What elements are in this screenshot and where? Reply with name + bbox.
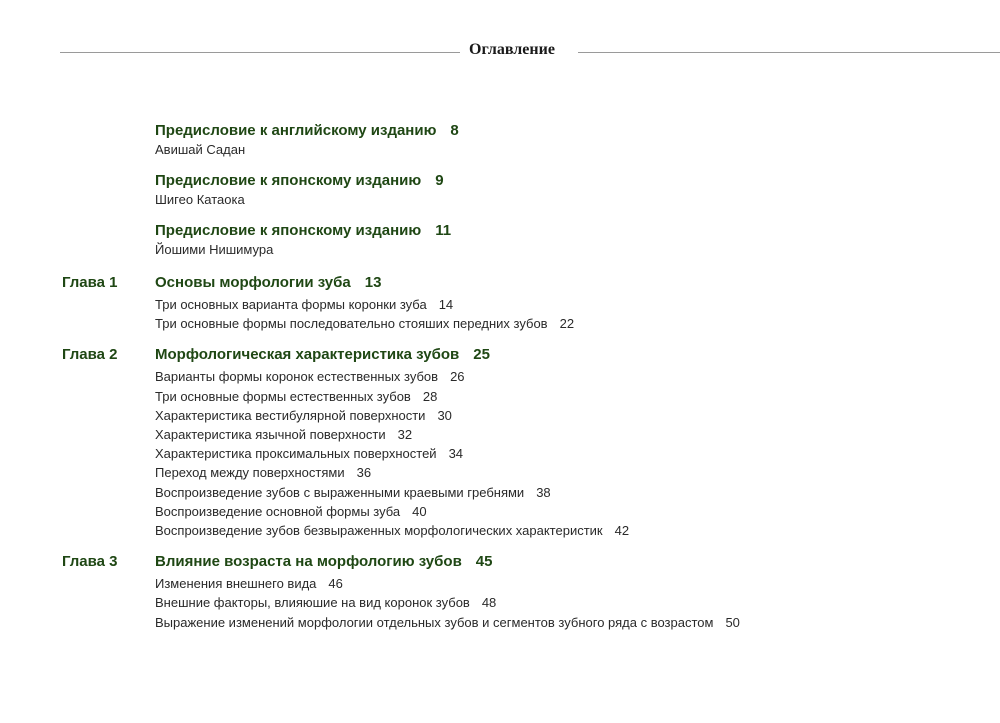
preface-author: Авишай Садан bbox=[155, 142, 246, 157]
toc-item: Три основные формы последовательно стояш… bbox=[155, 314, 1000, 333]
toc-item: Воспроизведение зубов безвыраженных морф… bbox=[155, 521, 1000, 540]
preface-heading: Предисловие к японскому изданию 11 bbox=[155, 221, 1000, 240]
preface-page-number: 9 bbox=[435, 172, 444, 189]
toc-item-page-number: 40 bbox=[412, 503, 427, 519]
toc-item: Воспроизведение основной формы зуба 40 bbox=[155, 502, 1000, 521]
chapter-heading: Основы морфологии зуба 13 bbox=[155, 273, 1000, 292]
chapter-heading: Влияние возраста на морфологию зубов 45 bbox=[155, 552, 1000, 571]
toc-item-title: Воспроизведение зубов с выраженными крае… bbox=[155, 484, 525, 500]
toc-item-page-number: 42 bbox=[614, 523, 630, 539]
page-title: Оглавление bbox=[469, 41, 555, 58]
toc-item-page-number: 22 bbox=[559, 316, 575, 332]
preface-heading: Предисловие к английскому изданию 8 bbox=[155, 121, 1000, 140]
toc-item-title: Три основных варианта формы коронки зуба bbox=[155, 297, 427, 312]
chapter-body: Влияние возраста на морфологию зубов 45 Из… bbox=[155, 552, 1000, 632]
chapter-title: Морфологическая характеристика зубов bbox=[155, 346, 460, 364]
preface-title: Предисловие к японскому изданию bbox=[155, 222, 422, 239]
toc-item-title: Три основные формы последовательно стояш… bbox=[155, 316, 548, 332]
toc-item-title: Варианты формы коронок естественных зубо… bbox=[155, 369, 439, 385]
preface-author: Шигео Катаока bbox=[155, 192, 245, 207]
chapter-title: Основы морфологии зуба bbox=[155, 274, 351, 291]
toc-item-page-number: 26 bbox=[450, 369, 465, 385]
toc-item-page-number: 32 bbox=[397, 427, 413, 443]
toc-item-title: Воспроизведение зубов безвыраженных морф… bbox=[155, 523, 603, 539]
toc-item: Варианты формы коронок естественных зубо… bbox=[155, 367, 1000, 386]
preface-page-number: 8 bbox=[450, 122, 459, 139]
toc-item: Выражение изменений морфологии отдельных… bbox=[155, 613, 1000, 632]
page-header: Оглавление bbox=[0, 41, 1000, 63]
toc-item: Характеристика вестибулярной поверхности… bbox=[155, 406, 1000, 425]
toc-item: Три основные формы естественных зубов 28 bbox=[155, 387, 1000, 406]
toc-item-title: Изменения внешнего вида bbox=[155, 576, 317, 592]
toc-item-page-number: 30 bbox=[437, 407, 452, 423]
toc-preface-entry: Предисловие к японскому изданию 9 Шигео Ка… bbox=[155, 171, 1000, 209]
preface-title: Предисловие к японскому изданию bbox=[155, 172, 422, 189]
toc-item: Характеристика язычной поверхности 32 bbox=[155, 425, 1000, 444]
chapter-page-number: 25 bbox=[473, 346, 490, 364]
toc-item-title: Характеристика вестибулярной поверхности bbox=[155, 407, 426, 423]
toc-item-title: Переход между поверхностями bbox=[155, 465, 345, 481]
chapter-label: Глава 1 bbox=[62, 274, 118, 291]
chapter-label: Глава 3 bbox=[62, 553, 118, 571]
toc-chapter: Глава 2 Морфологическая характеристика зу… bbox=[0, 345, 1000, 540]
toc-item: Характеристика проксимальных поверхносте… bbox=[155, 444, 1000, 463]
toc-item-page-number: 14 bbox=[438, 297, 454, 312]
chapter-page-number: 13 bbox=[364, 274, 382, 291]
toc-item-page-number: 50 bbox=[725, 614, 740, 630]
toc-item-page-number: 38 bbox=[536, 484, 551, 500]
toc-item-title: Воспроизведение основной формы зуба bbox=[155, 503, 401, 519]
preface-page-number: 11 bbox=[435, 222, 452, 239]
toc-item-page-number: 34 bbox=[448, 446, 464, 462]
toc-preface-entry: Предисловие к японскому изданию 11 Йошими … bbox=[155, 221, 1000, 259]
toc-item-page-number: 48 bbox=[481, 595, 497, 611]
toc-item-title: Три основные формы естественных зубов bbox=[155, 388, 411, 404]
header-rule-left bbox=[60, 52, 460, 53]
preface-author: Йошими Нишимура bbox=[155, 242, 274, 257]
header-rule-right bbox=[578, 52, 1000, 53]
toc-item-page-number: 28 bbox=[422, 388, 438, 404]
table-of-contents: Предисловие к английскому изданию 8 Авишай… bbox=[0, 121, 1000, 632]
chapter-body: Морфологическая характеристика зубов 25 Ва… bbox=[155, 345, 1000, 540]
toc-item-title: Характеристика проксимальных поверхносте… bbox=[155, 446, 437, 462]
toc-item-title: Выражение изменений морфологии отдельных… bbox=[155, 614, 714, 630]
toc-item: Внешние факторы, влияюшие на вид коронок… bbox=[155, 593, 1000, 612]
toc-item-page-number: 46 bbox=[328, 576, 343, 592]
chapter-page-number: 45 bbox=[475, 553, 493, 571]
chapter-title: Влияние возраста на морфологию зубов bbox=[155, 553, 462, 571]
toc-item-title: Характеристика язычной поверхности bbox=[155, 427, 386, 443]
toc-preface-entry: Предисловие к английскому изданию 8 Авишай… bbox=[155, 121, 1000, 159]
toc-item: Три основных варианта формы коронки зуба… bbox=[155, 295, 1000, 314]
chapter-body: Основы морфологии зуба 13 Три основных вар… bbox=[155, 273, 1000, 333]
chapter-heading: Морфологическая характеристика зубов 25 bbox=[155, 345, 1000, 364]
preface-heading: Предисловие к японскому изданию 9 bbox=[155, 171, 1000, 190]
toc-item-page-number: 36 bbox=[356, 465, 372, 481]
toc-chapter: Глава 3 Влияние возраста на морфологию зу… bbox=[0, 552, 1000, 632]
toc-item-title: Внешние факторы, влияюшие на вид коронок… bbox=[155, 595, 470, 611]
toc-item: Переход между поверхностями 36 bbox=[155, 463, 1000, 482]
toc-chapter: Глава 1 Основы морфологии зуба 13 Три основ… bbox=[0, 273, 1000, 333]
preface-title: Предисловие к английскому изданию bbox=[155, 122, 437, 139]
chapter-label: Глава 2 bbox=[62, 346, 118, 364]
toc-item: Воспроизведение зубов с выраженными крае… bbox=[155, 483, 1000, 502]
toc-item: Изменения внешнего вида 46 bbox=[155, 574, 1000, 593]
